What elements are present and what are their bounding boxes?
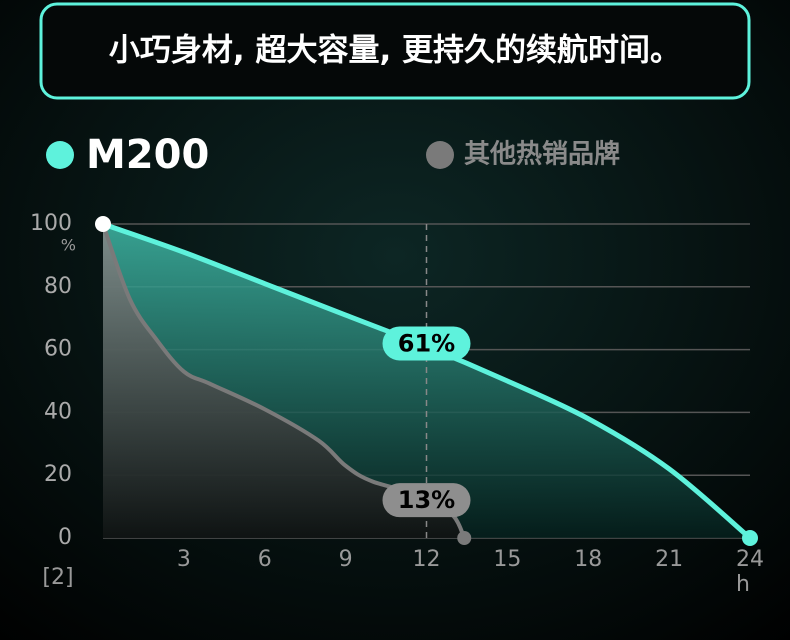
x-tick-label: 15 — [493, 547, 521, 572]
value-label-bg — [382, 326, 471, 361]
x-tick-label: 9 — [339, 547, 353, 572]
value-label-bg — [382, 483, 471, 518]
series-area — [103, 224, 465, 538]
x-tick-label: 24 — [736, 547, 764, 572]
y-tick-label: 100 — [30, 211, 72, 236]
chart-title: 小巧身材, 超大容量, 更持久的续航时间。 — [109, 33, 681, 69]
y-axis-label: % — [61, 236, 76, 255]
end-point — [742, 530, 758, 546]
legend-label: 其他热销品牌 — [464, 139, 620, 170]
x-tick-label: 18 — [574, 547, 602, 572]
legend-marker — [46, 141, 74, 169]
y-tick-label: 60 — [44, 337, 72, 362]
y-tick-label: 40 — [44, 399, 72, 424]
y-tick-label: 0 — [58, 525, 72, 550]
y-tick-label: 20 — [44, 462, 72, 487]
y-tick-label: 80 — [44, 274, 72, 299]
plot: 0 20 40 60 80 100 3 6 9 12 15 18 21 24 61% 13% — [30, 211, 764, 572]
start-point — [95, 216, 111, 232]
x-tick-label: 12 — [413, 547, 441, 572]
legend-label: M200 — [86, 132, 209, 178]
x-tick-label: 6 — [258, 547, 272, 572]
legend-marker — [426, 141, 454, 169]
x-tick-label: 3 — [177, 547, 191, 572]
value-label: 13% — [398, 486, 455, 514]
footnote: [2] — [42, 565, 73, 590]
end-point — [457, 531, 472, 545]
title-box — [39, 2, 751, 100]
value-label: 61% — [398, 329, 455, 357]
x-axis-label: h — [736, 572, 750, 597]
x-tick-label: 21 — [655, 547, 683, 572]
